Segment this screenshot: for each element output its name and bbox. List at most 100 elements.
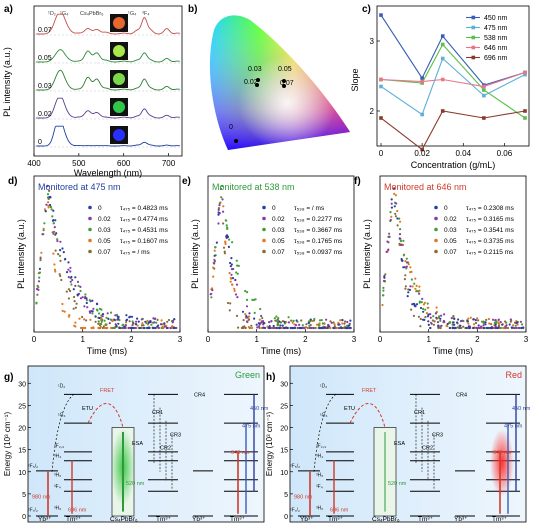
energy-tag-g-1: ETU [82,406,93,412]
decay-point [349,319,352,322]
decay-point [409,266,412,269]
decay-point [492,326,495,330]
c-legend-label-4: 696 nm [484,55,508,62]
decay-point [225,219,228,222]
energy-tag-h-4: CR3 [432,432,443,438]
decay-point [516,321,519,324]
energy-tag-h-9: 475 nm [504,424,523,430]
decay-point [394,212,397,215]
c-legend-label-3: 646 nm [484,45,508,52]
decay-legend-marker-f-3 [434,238,438,243]
panel-g-label: g) [4,372,13,383]
decay-point [382,294,385,297]
c-ytick-0: 3 [370,37,375,46]
decay-point [36,293,39,296]
panel-e-frame [207,175,355,333]
peak-label-2: Cs₄PbBr₆ [80,11,103,17]
decay-point [382,289,385,292]
decay-point [101,313,105,316]
decay-point [153,321,156,324]
decay-point [215,241,218,244]
c-legend-marker-2 [471,35,476,40]
decay-point [448,326,451,330]
decay-point [308,324,311,327]
decay-point [485,318,488,321]
decay-point [501,323,504,326]
decay-point [251,326,254,330]
decay-point [224,242,227,246]
panel-g-ylabel: Energy (10³ cm⁻¹) [3,412,12,477]
decay-point [69,270,72,273]
slope-point-3-2 [440,77,445,82]
decay-point [276,320,279,323]
slope-point-0-0 [379,13,383,17]
slope-line-3 [380,71,526,88]
decay-point [213,262,216,265]
ion-label-g-3: Tm³⁺ [156,516,172,523]
decay-point [69,289,72,293]
c-xtick-0: 0 [379,149,384,158]
panel-e-xlabel: Time (ms) [261,346,301,356]
decay-point [85,319,88,322]
decay-point [404,287,407,290]
decay-point [46,193,50,196]
decay-point [300,319,303,322]
spectrum-curve-4 [36,125,180,147]
decay-point [77,284,80,287]
decay-point [499,326,502,330]
decay-point [217,207,220,210]
decay-point [125,314,128,317]
decay-point [404,274,407,277]
level-label-g-1: ¹G₄ [58,412,66,418]
decay-point [230,263,233,266]
panel-a-peak-labels: ¹D₂ ¹G₄ Cs₄PbBr₆ ¹G₄ ³F₄ [48,11,150,17]
decay-point [244,313,247,316]
decay-point [415,284,418,287]
decay-point [101,326,104,330]
panel-b-label: b) [188,4,197,15]
level-label-h-7: ²F₅/₂ [290,463,300,469]
decay-point [482,326,485,330]
decay-point [54,249,57,252]
decay-point [395,202,398,205]
decay-point [410,278,413,281]
decay-point [64,257,67,261]
decay-point [245,305,249,308]
decay-point [74,325,77,328]
decay-point [390,215,393,218]
decay-point [432,323,435,326]
decay-point [424,316,427,319]
decay-legend-tau-e-1: τ₅₃₈ = 0.2277 ms [294,216,343,223]
decay-point [462,325,465,328]
decay-point [292,326,295,330]
energy-tag-g-10: 450 nm [250,406,269,412]
decay-point [422,310,425,313]
decay-point [50,208,53,211]
decay-point [214,246,217,249]
decay-point [480,320,484,323]
decay-point [275,326,278,330]
decay-point [388,232,391,235]
decay-point [472,318,475,321]
decay-point [244,289,247,293]
decay-point [71,278,74,282]
decay-point [221,184,224,188]
decay-point [330,321,333,324]
decay-point [169,326,172,330]
decay-point [424,308,427,311]
decay-point [347,324,350,327]
decay-point [85,297,88,300]
decay-point [272,324,275,328]
decay-point [520,323,524,326]
decay-point [157,326,160,330]
decay-point [320,319,323,322]
ytick-g-4: 10 [18,470,26,477]
decay-point [348,322,351,325]
decay-point [235,259,238,262]
panel-d-frame [33,175,181,333]
decay-point [332,321,335,324]
peak-label-0: ¹D₂ [48,11,56,17]
decay-point [138,326,141,330]
decay-point [78,317,81,320]
decay-point [268,326,271,330]
